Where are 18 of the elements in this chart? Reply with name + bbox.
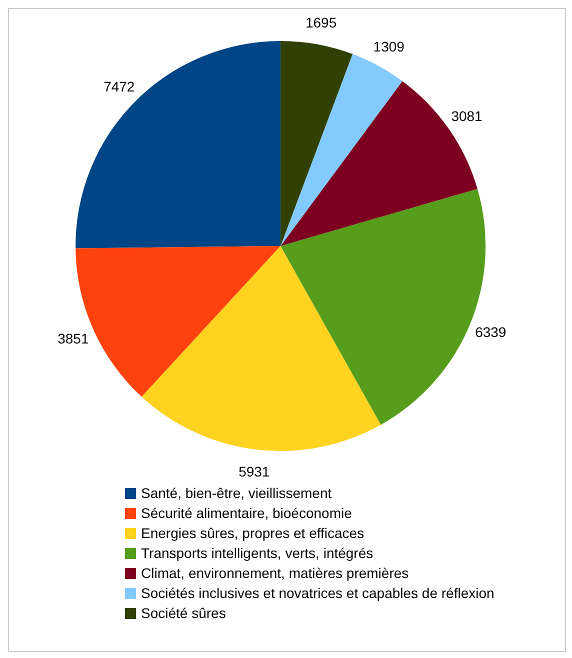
data-label: 3081 xyxy=(451,108,483,124)
legend-label: Sociétés inclusives et novatrices et capables de réflexion xyxy=(141,584,494,603)
pie-slice xyxy=(142,246,381,451)
data-label: 5931 xyxy=(238,463,270,480)
legend-label: Climat, environnement, matières premières xyxy=(141,564,409,583)
data-label: 1309 xyxy=(373,38,405,55)
pie-slice xyxy=(280,41,353,246)
legend-label: Société sûres xyxy=(141,604,226,623)
legend-label: Transports intelligents, verts, intégrés xyxy=(141,544,374,563)
data-label: 3851 xyxy=(58,330,89,346)
pie-slice xyxy=(76,41,281,248)
pie-slice xyxy=(280,54,402,246)
legend-label: Sécurité alimentaire, bioéconomie xyxy=(141,504,352,523)
legend-label: Santé, bien-être, vieillissement xyxy=(141,484,332,503)
data-label: 7472 xyxy=(104,78,135,94)
data-label: 6339 xyxy=(475,324,506,340)
legend-label: Energies sûres, propres et efficaces xyxy=(141,524,364,543)
data-label: 1695 xyxy=(305,14,337,31)
